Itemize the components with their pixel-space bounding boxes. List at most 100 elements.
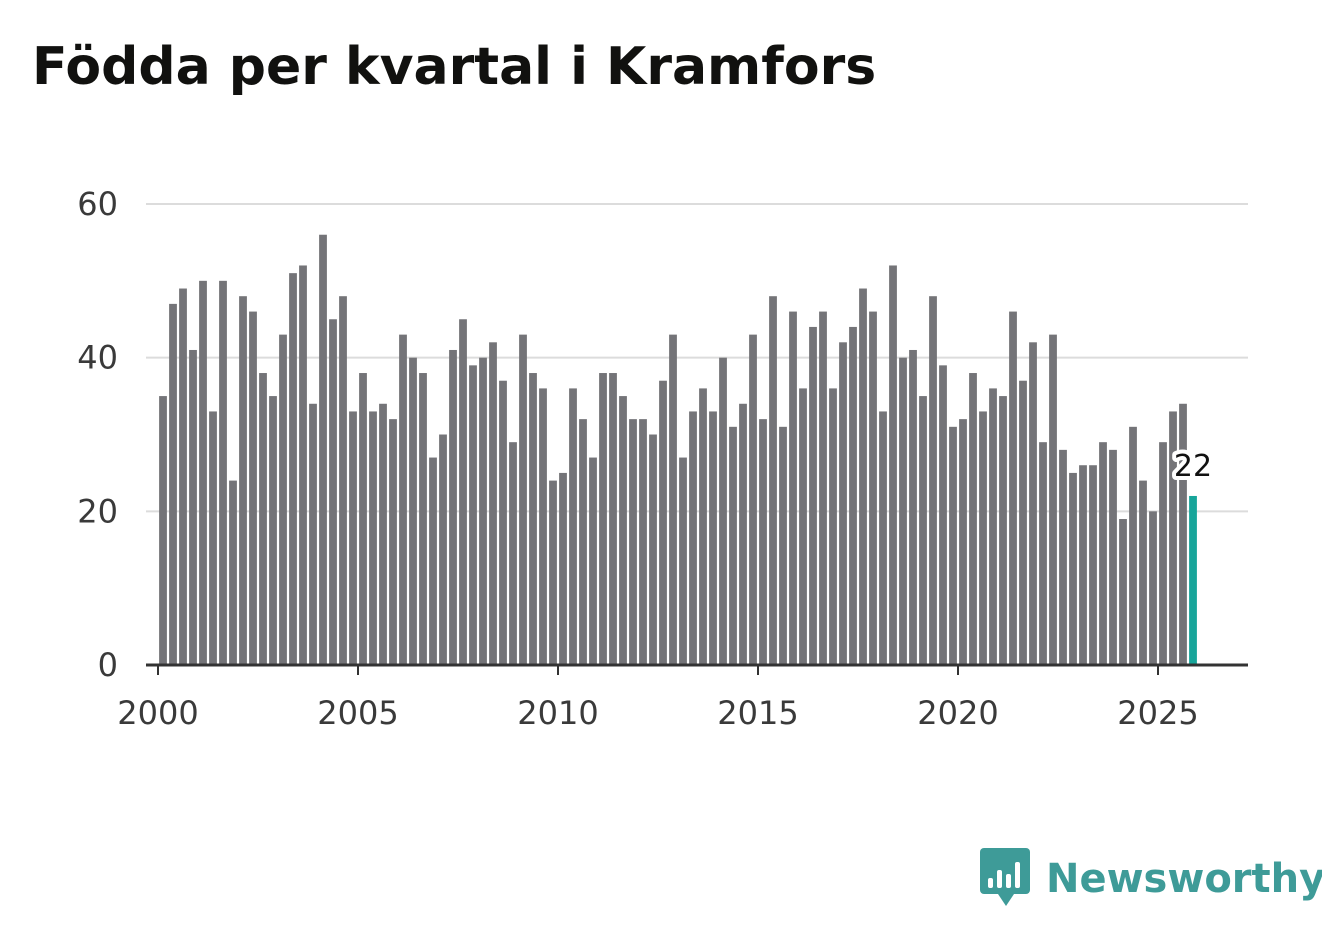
highlight-value-label: 22 [1174,449,1212,484]
x-tick-label: 2005 [317,694,398,732]
bar [1029,342,1037,665]
bar [179,288,187,665]
bar [1019,380,1027,665]
y-tick-label: 20 [77,492,118,530]
bar [669,334,677,665]
y-tick-label: 40 [77,339,118,377]
bar [879,411,887,665]
bar [1079,465,1087,665]
bar [739,403,747,665]
bar [399,334,407,665]
bar [759,419,767,665]
bar [159,396,167,665]
bar [1049,334,1057,665]
bar [449,349,457,665]
bar [359,373,367,665]
bar [909,349,917,665]
bar [309,403,317,665]
bar [199,280,207,665]
bar [289,273,297,665]
bar [1099,442,1107,665]
bar [789,311,797,665]
x-tick-label: 2025 [1117,694,1198,732]
newsworthy-logo-icon [980,848,1030,906]
bar [299,265,307,665]
bar [829,388,837,665]
brand-name: Newsworthy [1046,856,1322,902]
bar [1069,472,1077,665]
bar [419,373,427,665]
bar [369,411,377,665]
y-tick-label: 60 [77,185,118,223]
bar [489,342,497,665]
x-tick-label: 2000 [117,694,198,732]
chart-title: Födda per kvartal i Kramfors [32,37,877,97]
bar [889,265,897,665]
bar [329,319,337,665]
brand-logo: Newsworthy [980,848,1322,910]
bar [969,373,977,665]
bar [519,334,527,665]
bar [529,373,537,665]
bar [819,311,827,665]
bar [769,296,777,665]
bar [549,480,557,665]
bar [949,426,957,665]
bar [869,311,877,665]
bar [1109,449,1117,665]
bar [319,234,327,666]
x-tick-label: 2020 [917,694,998,732]
bar [979,411,987,665]
bar [939,365,947,665]
bar [689,411,697,665]
bar [269,396,277,665]
bar [809,326,817,665]
bar [219,280,227,665]
bar [1039,442,1047,665]
bar [189,349,197,665]
bar [929,296,937,665]
bar [1139,480,1147,665]
bar [999,396,1007,665]
bar [479,357,487,665]
bar [629,419,637,665]
bar [899,357,907,665]
bar [619,396,627,665]
axes [146,663,1248,675]
bar [229,480,237,665]
bar [839,342,847,665]
bar [659,380,667,665]
bar [1119,519,1127,665]
bar [649,434,657,665]
bar [509,442,517,665]
bar [1009,311,1017,665]
bar [469,365,477,665]
bar [169,303,177,665]
bar [539,388,547,665]
bar [1179,403,1187,665]
bar [1159,442,1167,665]
x-tick-label: 2015 [717,694,798,732]
bar [339,296,347,665]
bar [1089,465,1097,665]
bar [249,311,257,665]
bar [599,373,607,665]
bar [579,419,587,665]
bar [699,388,707,665]
bar [609,373,617,665]
bar [639,419,647,665]
bar [349,411,357,665]
bar [1149,511,1157,665]
bar [379,403,387,665]
bar [799,388,807,665]
bar [919,396,927,665]
bar [569,388,577,665]
bar [779,426,787,665]
bar [239,296,247,665]
bar [719,357,727,665]
bar [459,319,467,665]
bar [1169,411,1177,665]
bar [559,472,567,665]
bar [389,419,397,665]
